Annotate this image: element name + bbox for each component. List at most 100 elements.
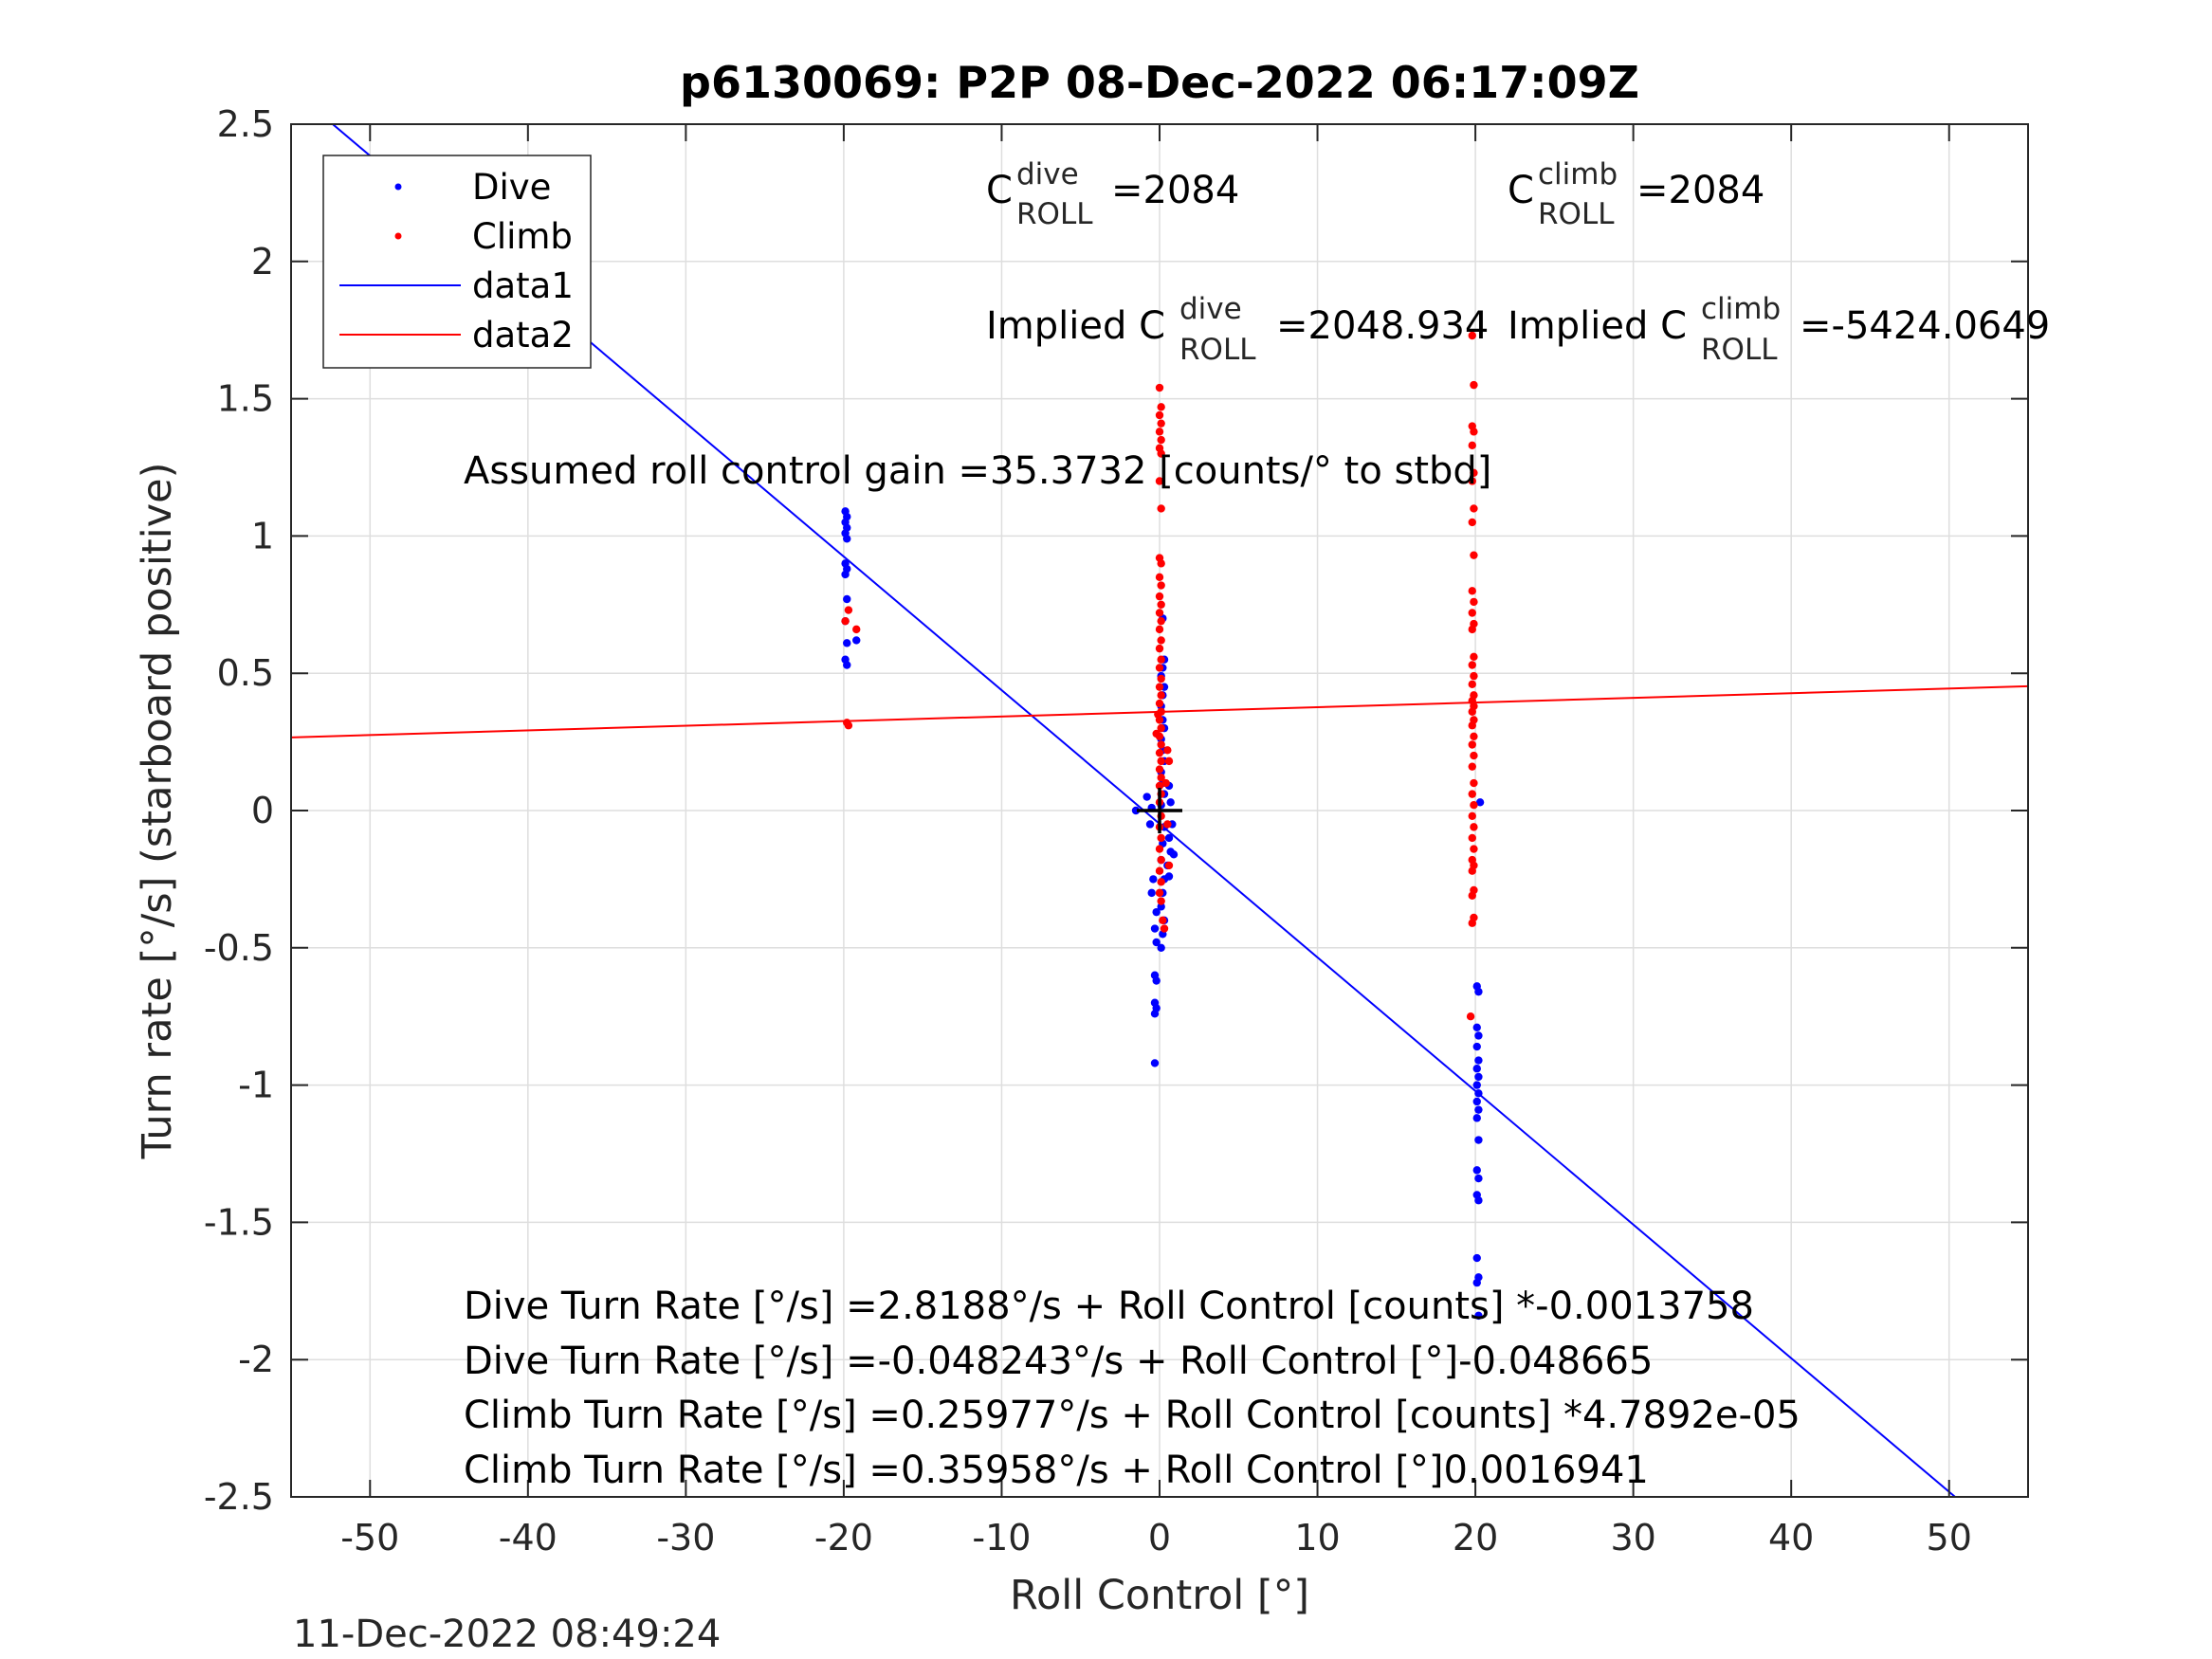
timestamp: 11-Dec-2022 08:49:24 [293,1613,721,1656]
dive-point [1474,1089,1483,1098]
climb-point [1468,680,1476,688]
implied-climb-annotation: Implied C climb ROLL =-5424.0649 [1508,292,2050,367]
y-tick-label: 2 [251,241,274,283]
y-tick-label: -2.5 [204,1476,274,1518]
climb-point [1157,655,1165,664]
climb-point [1470,468,1478,477]
climb-point [1157,449,1165,458]
climb-point [1157,435,1165,445]
climb-point [1157,897,1165,905]
climb-point [1468,609,1476,617]
x-tick-label: -50 [340,1517,399,1559]
climb-point [1157,740,1165,749]
data-points [841,331,1485,1321]
climb-point [1468,790,1476,798]
climb-point [1155,888,1164,898]
climb-point [1468,740,1476,749]
x-tick-label: 40 [1768,1517,1814,1559]
y-tick-label: 0 [251,790,274,831]
dive-point [1474,1072,1483,1082]
climb-point [1470,551,1478,559]
x-tick-label: 20 [1453,1517,1498,1559]
dive-point [1472,1097,1481,1106]
climb-point [1155,765,1164,774]
climb-point [1468,762,1476,771]
dive-point [1169,850,1179,859]
dive-point [1474,1174,1483,1183]
dive-point [1150,1010,1160,1018]
dive-point [852,636,861,645]
x-axis-label: Roll Control [°] [1010,1572,1309,1619]
climb-point [841,616,850,626]
y-tick-label: -2 [238,1339,274,1380]
y-tick-label: 0.5 [217,652,274,694]
dive-point [843,661,851,669]
c-dive-annotation: C dive ROLL =2084 [986,157,1239,231]
climb-point [1468,661,1476,669]
climb-point [1468,477,1476,485]
climb-point [1154,710,1162,719]
dive-point [1152,938,1161,947]
climb-point [844,721,853,730]
dive-point [1150,924,1160,933]
equation-dive-counts: Dive Turn Rate [°/s] =2.8188°/s + Roll C… [464,1285,1754,1328]
climb-point [1155,609,1164,617]
dive-point [1472,1278,1481,1287]
dive-point [1474,1105,1483,1114]
y-tick-label: -1.5 [204,1201,274,1243]
climb-point [1468,833,1476,843]
dive-point [1475,798,1485,807]
climb-point [1155,748,1164,757]
legend-data1-label: data1 [472,265,574,306]
climb-point [1468,587,1476,595]
svg-text:Implied C: Implied C [986,304,1165,348]
climb-point [844,606,853,614]
svg-text:C: C [986,169,1013,212]
climb-point [1468,625,1476,634]
climb-point [1157,774,1165,782]
dive-point [1157,943,1165,952]
origin-crosshair [1137,788,1182,833]
axis-ticks [291,123,2028,1498]
svg-text:=2048.934: =2048.934 [1276,304,1489,348]
y-tick-label: -1 [238,1065,274,1106]
climb-point [1164,861,1174,870]
dive-point [1472,1166,1481,1175]
dive-point [1472,1023,1481,1031]
climb-point [1155,845,1164,853]
dive-point [1143,793,1151,801]
climb-point [1155,410,1164,420]
equation-climb-degrees: Climb Turn Rate [°/s] =0.35958°/s + Roll… [464,1449,1649,1492]
y-tick-label: 1.5 [217,378,274,420]
c-climb-annotation: C climb ROLL =2084 [1508,157,1764,231]
climb-point [1468,518,1476,527]
dive-point [841,570,850,579]
climb-point [1470,801,1478,810]
climb-point [1157,757,1165,766]
climb-point [1155,573,1164,582]
dive-point [1472,1081,1481,1089]
climb-point [1468,811,1476,820]
climb-point [1470,845,1478,853]
x-tick-label: -40 [499,1517,558,1559]
climb-point [1470,732,1478,741]
climb-point [1157,600,1165,609]
climb-point [1157,504,1165,513]
dive-point [1474,987,1483,996]
dive-point [843,639,851,647]
dive-point [1474,1056,1483,1065]
climb-point [1468,707,1476,716]
dive-point [1166,798,1175,807]
climb-point [1470,597,1478,607]
climb-point [1468,331,1476,340]
climb-point [1157,636,1165,645]
implied-dive-annotation: Implied C dive ROLL =2048.934 [986,292,1489,367]
climb-point [1155,683,1164,691]
climb-point [1160,924,1169,933]
equation-climb-counts: Climb Turn Rate [°/s] =0.25977°/s + Roll… [464,1394,1801,1437]
svg-text:climb: climb [1701,292,1781,326]
climb-point [1470,380,1478,390]
svg-text:dive: dive [1016,157,1079,191]
dive-point [1472,1042,1481,1051]
climb-point [1157,833,1165,843]
